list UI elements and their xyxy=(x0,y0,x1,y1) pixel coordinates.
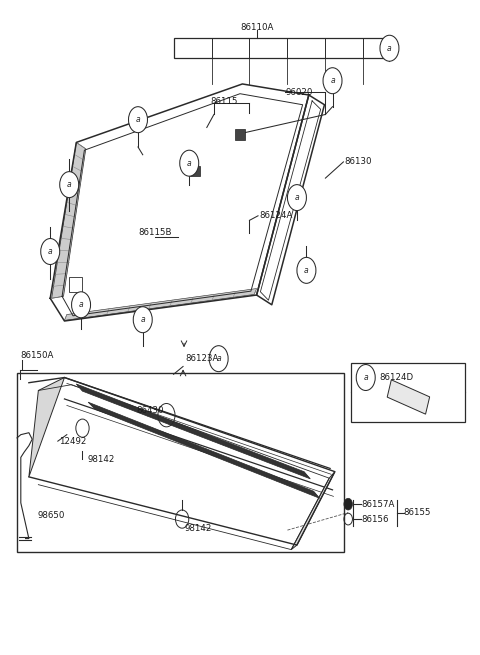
Text: 86430: 86430 xyxy=(136,406,164,415)
Text: 86115B: 86115B xyxy=(138,227,171,236)
Text: a: a xyxy=(363,373,368,382)
Circle shape xyxy=(133,307,152,333)
Text: 86124D: 86124D xyxy=(379,373,413,382)
Circle shape xyxy=(380,35,399,61)
Polygon shape xyxy=(52,142,86,298)
Circle shape xyxy=(288,185,306,211)
Text: 86155: 86155 xyxy=(404,508,431,517)
Text: a: a xyxy=(330,76,335,85)
Text: 86130: 86130 xyxy=(344,157,372,166)
Text: 98142: 98142 xyxy=(184,525,212,533)
Text: 96020: 96020 xyxy=(286,88,313,97)
Circle shape xyxy=(209,346,228,371)
Polygon shape xyxy=(64,289,257,320)
Text: a: a xyxy=(141,315,145,324)
Text: a: a xyxy=(67,180,72,189)
Polygon shape xyxy=(29,377,64,477)
Circle shape xyxy=(297,257,316,284)
Bar xyxy=(190,166,200,176)
Circle shape xyxy=(344,498,352,510)
Text: a: a xyxy=(79,300,84,309)
Text: 12492: 12492 xyxy=(59,437,86,445)
Text: 86124A: 86124A xyxy=(259,212,292,220)
Text: a: a xyxy=(295,193,299,202)
Circle shape xyxy=(323,67,342,94)
Bar xyxy=(235,129,245,140)
Text: a: a xyxy=(48,247,52,256)
Text: 86115: 86115 xyxy=(210,97,238,106)
Text: a: a xyxy=(136,115,140,124)
Text: 86123A: 86123A xyxy=(185,354,219,363)
Bar xyxy=(351,364,466,422)
Bar xyxy=(17,373,344,552)
Text: 86156: 86156 xyxy=(361,515,388,523)
Circle shape xyxy=(180,150,199,176)
Bar xyxy=(387,380,430,414)
Circle shape xyxy=(72,291,91,318)
Text: a: a xyxy=(187,159,192,168)
Polygon shape xyxy=(88,402,320,498)
Text: 98650: 98650 xyxy=(37,511,65,519)
Text: a: a xyxy=(304,266,309,275)
Circle shape xyxy=(60,172,79,198)
Circle shape xyxy=(129,107,147,133)
Circle shape xyxy=(356,365,375,390)
Text: 98142: 98142 xyxy=(87,455,115,464)
Text: 86110A: 86110A xyxy=(240,23,273,32)
Text: a: a xyxy=(216,354,221,363)
Text: 86150A: 86150A xyxy=(20,351,54,360)
Polygon shape xyxy=(76,384,310,479)
Circle shape xyxy=(41,238,60,265)
Polygon shape xyxy=(291,472,335,550)
Bar xyxy=(174,39,392,58)
Bar xyxy=(69,278,83,291)
Text: 86157A: 86157A xyxy=(361,500,395,509)
Text: a: a xyxy=(387,44,392,53)
